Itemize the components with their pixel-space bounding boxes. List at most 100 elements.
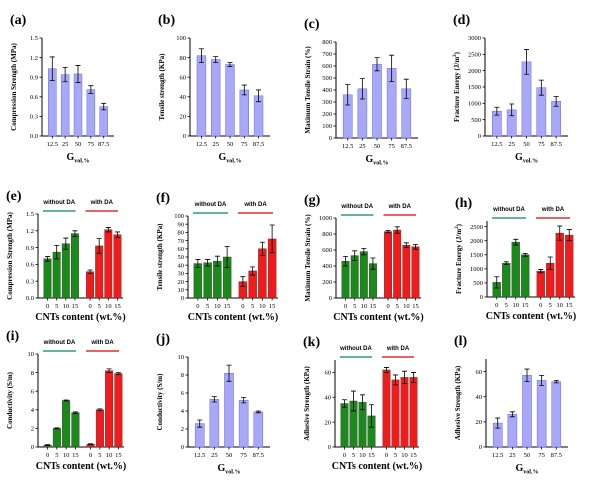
group-label: without DA <box>339 346 372 352</box>
error-bar <box>105 227 111 233</box>
bar <box>113 234 122 299</box>
ytick-label: 200 <box>322 279 332 286</box>
xtick-label: 10 <box>403 303 410 310</box>
panel-label-e: (e) <box>6 189 22 204</box>
ytick-label: 4 <box>31 407 35 414</box>
ytick-label: 0.6 <box>30 94 39 101</box>
xtick-label: 25 <box>359 143 366 150</box>
ytick-label: 6 <box>181 390 185 397</box>
ytick-label: 200 <box>322 111 332 118</box>
bar <box>70 233 79 299</box>
xtick-label: 15 <box>115 452 122 459</box>
bar <box>211 59 221 137</box>
xtick-label: 0 <box>89 452 92 459</box>
ytick-label: 40 <box>325 394 332 401</box>
xtick-label: 12.5 <box>194 452 205 459</box>
error-bar <box>255 410 261 414</box>
bar <box>193 263 203 299</box>
ytick-label: 500 <box>473 280 483 287</box>
error-bar <box>88 443 94 446</box>
bar <box>536 270 545 298</box>
xtick-label: 50 <box>75 141 82 148</box>
ytick-label: 3000 <box>468 35 481 42</box>
ytick-label: 2000 <box>470 238 483 245</box>
xtick-label: 10 <box>513 302 520 309</box>
error-bar <box>494 106 500 116</box>
bar <box>253 411 264 448</box>
ytick-label: 60 <box>178 246 185 253</box>
ytick-label: 60 <box>325 370 332 377</box>
error-bar <box>412 244 418 250</box>
error-bar <box>114 231 120 238</box>
ytick-label: 400 <box>322 263 332 270</box>
error-bar <box>539 374 545 386</box>
xtick-label: 10 <box>557 302 564 309</box>
bar <box>209 399 220 448</box>
bar <box>522 375 532 448</box>
ytick-label: 80 <box>180 55 187 62</box>
ytick-label: 0.0 <box>30 133 38 140</box>
error-bar <box>226 364 232 382</box>
xtick-label: 25 <box>62 141 69 148</box>
error-bar <box>213 56 219 63</box>
xtick-label: 5 <box>549 302 552 309</box>
error-bar <box>384 367 389 373</box>
bar <box>86 89 96 137</box>
error-bar <box>227 62 233 67</box>
bar <box>409 377 418 448</box>
error-bar <box>54 244 60 260</box>
xtick-label: 0 <box>241 303 244 310</box>
error-bar <box>547 256 553 270</box>
bar <box>99 106 108 137</box>
ylabel-b: Tensile strength (KPa) <box>158 53 166 121</box>
xtick-label: 15 <box>370 303 377 310</box>
xtick-label: 87.5 <box>253 141 264 148</box>
bar <box>196 55 207 137</box>
error-bar <box>538 269 544 274</box>
xtick-label: 5 <box>396 303 399 310</box>
xtick-label: 50 <box>524 452 531 459</box>
bar <box>565 234 574 298</box>
bar <box>224 372 234 448</box>
bar <box>372 63 382 139</box>
error-bar <box>370 257 376 270</box>
ytick-label: 0 <box>329 135 332 142</box>
ytick-label: 70 <box>178 238 185 245</box>
xtick-label: 15 <box>412 303 419 310</box>
bar <box>73 73 83 137</box>
group-label: with DA <box>541 207 565 213</box>
bar <box>61 243 70 299</box>
xtick-label: 10 <box>63 303 70 310</box>
ytick-label: 300 <box>322 99 332 106</box>
bar <box>511 241 520 298</box>
error-bar <box>75 65 81 83</box>
xtick-label: 10 <box>401 452 408 459</box>
error-bar <box>403 242 409 248</box>
xtick-label: 25 <box>211 452 218 459</box>
error-bar <box>522 252 528 257</box>
xtick-label: 0 <box>88 303 91 310</box>
xtick-label: 5 <box>505 302 508 309</box>
xtick-label: 25 <box>508 141 515 148</box>
ytick-label: 0 <box>479 444 482 451</box>
ytick-label: 500 <box>471 117 481 124</box>
error-bar <box>374 57 380 72</box>
ytick-label: 1500 <box>468 84 481 91</box>
error-bar <box>256 89 262 103</box>
error-bar <box>72 411 78 414</box>
bar <box>62 400 71 448</box>
error-bar <box>352 250 358 261</box>
group-label: with DA <box>243 202 267 208</box>
error-bar <box>351 390 356 412</box>
ytick-label: 0 <box>328 444 331 451</box>
xtick-label: 0 <box>343 452 346 459</box>
xtick-label: 15 <box>72 303 79 310</box>
ytick-label: 20 <box>476 419 483 426</box>
ytick-label: 10 <box>28 351 35 358</box>
error-bar <box>385 230 391 234</box>
error-bar <box>49 56 55 81</box>
xlabel-i: CNTs content (wt.%) <box>36 461 126 472</box>
ytick-label: 600 <box>322 63 332 70</box>
xtick-label: 10 <box>106 452 113 459</box>
